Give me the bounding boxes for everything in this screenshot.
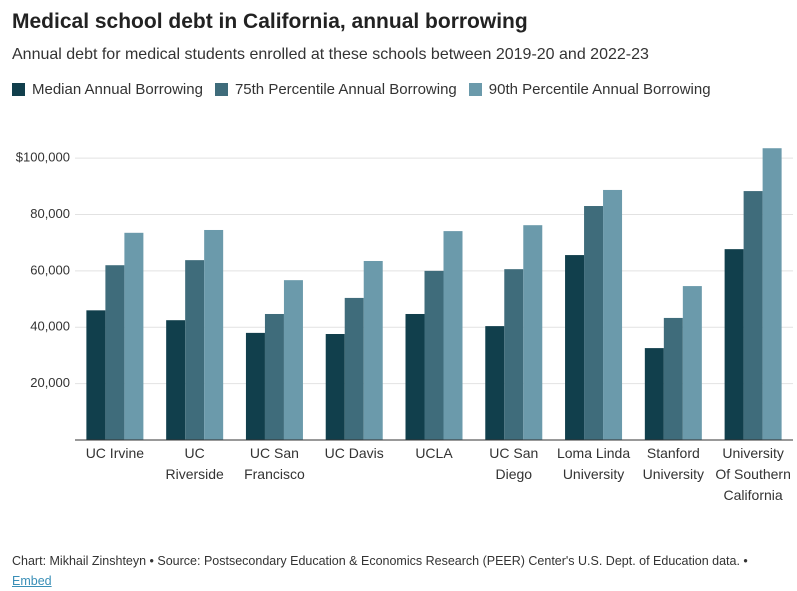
bar — [762, 148, 782, 440]
x-tick-label: UCLA — [415, 445, 453, 461]
bar — [424, 270, 444, 440]
bar — [166, 320, 186, 440]
bar — [264, 313, 284, 440]
legend-label: 75th Percentile Annual Borrowing — [234, 81, 457, 98]
y-tick-label: 60,000 — [30, 262, 70, 277]
legend-swatch — [214, 83, 228, 96]
bar — [204, 229, 224, 440]
bar — [405, 313, 425, 440]
bar — [245, 332, 265, 440]
bar — [504, 269, 524, 440]
bar — [584, 206, 604, 440]
bar — [283, 280, 303, 440]
x-tick-label: Loma Linda University — [556, 445, 631, 482]
embed-link[interactable]: Embed — [12, 574, 52, 588]
x-tick-label: UC Riverside — [165, 445, 224, 482]
legend-item: Median Annual Borrowing — [12, 81, 203, 98]
bar — [325, 334, 345, 440]
legend-swatch — [12, 83, 25, 96]
bar — [485, 326, 505, 440]
bar — [523, 225, 543, 440]
bar — [363, 260, 383, 440]
footer: Chart: Mikhail Zinshteyn • Source: Posts… — [12, 551, 792, 591]
bar — [443, 231, 463, 440]
legend-label: 90th Percentile Annual Borrowing — [488, 81, 711, 98]
bar — [682, 286, 702, 440]
bar — [724, 249, 744, 440]
x-tick-label: UC San Francisco — [244, 445, 305, 482]
x-tick-label: University Of Southern California — [715, 445, 791, 503]
x-tick-label: Stanford University — [642, 445, 705, 482]
bar — [565, 255, 585, 440]
legend-swatch — [468, 83, 482, 96]
legend: Median Annual Borrowing 75th Percentile A… — [12, 81, 711, 98]
y-tick-label: 20,000 — [30, 375, 70, 390]
legend-label: Median Annual Borrowing — [32, 81, 203, 98]
bar — [105, 265, 125, 440]
legend-item: 90th Percentile Annual Borrowing — [468, 81, 711, 98]
bar — [743, 191, 763, 440]
chart-subtitle: Annual debt for medical students enrolle… — [12, 46, 649, 63]
bar — [344, 297, 364, 440]
bar — [185, 260, 205, 440]
y-tick-label: 80,000 — [30, 206, 70, 221]
bar — [124, 232, 144, 440]
y-tick-label: $100,000 — [16, 150, 70, 165]
chart-title: Medical school debt in California, annua… — [12, 10, 528, 33]
x-tick-label: UC San Diego — [489, 445, 539, 482]
bar — [644, 348, 664, 440]
legend-item: 75th Percentile Annual Borrowing — [214, 81, 457, 98]
x-tick-label: UC Davis — [324, 445, 384, 461]
y-tick-label: 40,000 — [30, 319, 70, 334]
bar — [86, 310, 106, 440]
x-tick-label: UC Irvine — [85, 445, 145, 461]
bar — [603, 189, 623, 440]
bar — [663, 317, 683, 440]
footer-text: Chart: Mikhail Zinshteyn • Source: Posts… — [12, 554, 748, 568]
